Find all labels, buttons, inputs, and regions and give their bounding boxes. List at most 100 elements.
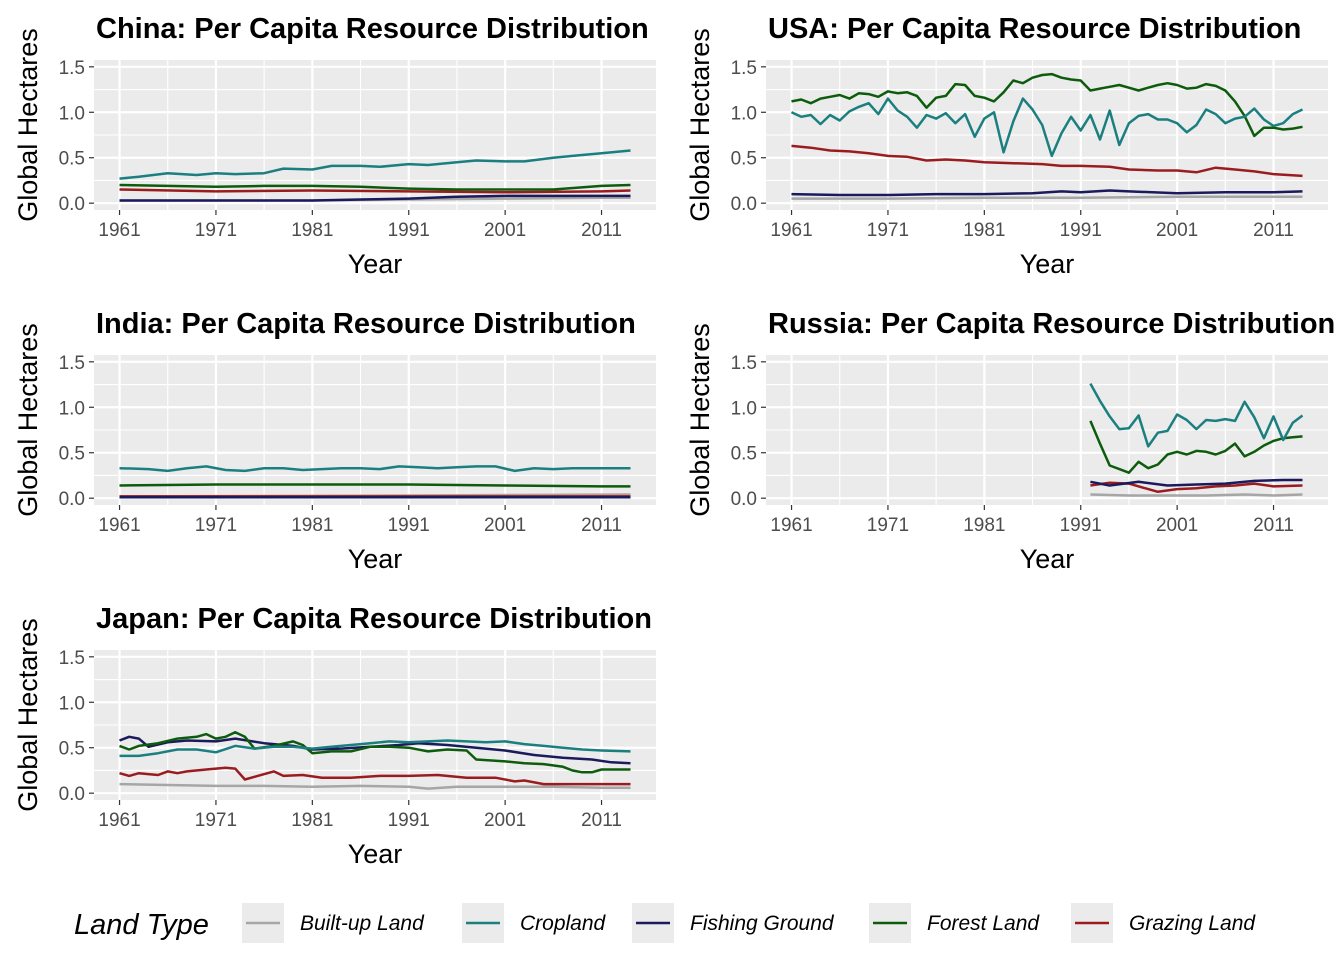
legend-label: Cropland: [520, 912, 607, 935]
panel-title: USA: Per Capita Resource Distribution: [768, 13, 1301, 45]
legend-item-cropland: Cropland: [462, 903, 607, 943]
x-tick-label: 1991: [388, 810, 430, 831]
series-line-grazing-land: [119, 188, 631, 194]
legend-item-fishing-ground: Fishing Ground: [632, 903, 835, 943]
series-line-forest-land: [1089, 420, 1303, 474]
series-line-cropland: [119, 465, 631, 473]
panel-title: Japan: Per Capita Resource Distribution: [96, 603, 652, 635]
y-tick-label: 1.0: [731, 103, 757, 124]
series-line-grazing-land: [119, 766, 631, 786]
x-tick-label: 1961: [770, 220, 812, 241]
x-tick-label: 1981: [291, 515, 333, 536]
series-line-forest-land: [119, 483, 631, 488]
legend: Land Type Built-up Land Cropland Fishing Gr…: [74, 903, 1256, 943]
y-tick-label: 0.0: [59, 489, 85, 510]
x-tick-label: 1971: [867, 515, 909, 536]
panel-japan: 1961 1971 1981 1991 2001 2011 0.0 0.5 1.0 1.5 Japa…: [13, 603, 656, 869]
x-tick-label: 1991: [388, 515, 430, 536]
x-tick-label: 1961: [98, 515, 140, 536]
series-group: [119, 149, 631, 202]
x-tick-label: 1981: [963, 515, 1005, 536]
y-tick-label: 0.0: [59, 784, 85, 805]
series-line-cropland: [790, 97, 1304, 158]
y-tick-label: 1.0: [59, 103, 85, 124]
y-tick-label: 0.5: [59, 149, 85, 170]
panel-usa: 1961 1971 1981 1991 2001 2011 0.0 0.5 1.0 1.5 USA:…: [685, 13, 1328, 279]
x-tick-label: 1981: [291, 810, 333, 831]
x-tick-label: 1971: [195, 810, 237, 831]
y-tick-label: 1.0: [731, 398, 757, 419]
legend-item-forest-land: Forest Land: [869, 903, 1040, 943]
x-tick-label: 2011: [581, 515, 622, 536]
panel-russia: 1961 1971 1981 1991 2001 2011 0.0 0.5 1.0 1.5 Russ…: [685, 308, 1335, 574]
x-tick-label: 1981: [291, 220, 333, 241]
legend-label: Built-up Land: [300, 912, 425, 935]
x-tick-label: 1991: [388, 220, 430, 241]
x-tick-label: 1961: [98, 220, 140, 241]
y-tick-label: 0.5: [59, 444, 85, 465]
x-tick-label: 1961: [98, 810, 140, 831]
x-axis-title: Year: [348, 544, 403, 574]
x-axis-title: Year: [1020, 249, 1075, 279]
series-line-fishing-ground: [119, 194, 631, 202]
y-tick-label: 1.0: [59, 398, 85, 419]
y-tick-label: 0.0: [731, 489, 757, 510]
series-line-fishing-ground: [1090, 478, 1303, 487]
x-tick-label: 1971: [195, 220, 237, 241]
x-tick-label: 2011: [581, 810, 622, 831]
y-tick-label: 0.5: [59, 739, 85, 760]
series-line-cropland: [1089, 382, 1304, 448]
x-tick-label: 1991: [1060, 220, 1102, 241]
series-line-built-up-land: [1090, 493, 1303, 497]
series-line-grazing-land: [791, 144, 1303, 178]
x-tick-label: 2001: [484, 515, 526, 536]
series-line-forest-land: [119, 183, 631, 191]
y-axis-title: Global Hectares: [13, 323, 43, 517]
x-axis-title: Year: [1020, 544, 1075, 574]
panel-title: China: Per Capita Resource Distribution: [96, 13, 649, 45]
x-tick-label: 1991: [1060, 515, 1102, 536]
series-line-fishing-ground: [119, 735, 631, 765]
y-tick-label: 1.5: [731, 353, 757, 374]
x-axis-title: Year: [348, 839, 403, 869]
panel-china: 1961 1971 1981 1991 2001 2011 0.0 0.5 1.0 1.5 Chin…: [13, 13, 656, 279]
x-tick-label: 2001: [484, 220, 526, 241]
x-tick-label: 1961: [770, 515, 812, 536]
x-tick-label: 1971: [195, 515, 237, 536]
legend-label: Forest Land: [927, 912, 1040, 935]
series-group: [1089, 382, 1304, 497]
panel-title: India: Per Capita Resource Distribution: [96, 308, 636, 340]
y-tick-label: 0.5: [731, 444, 757, 465]
y-axis-title: Global Hectares: [13, 28, 43, 222]
y-tick-label: 1.5: [59, 353, 85, 374]
x-tick-label: 2001: [1156, 220, 1198, 241]
series-line-fishing-ground: [791, 189, 1303, 197]
y-tick-label: 1.0: [59, 693, 85, 714]
y-axis-title: Global Hectares: [685, 323, 715, 517]
x-tick-label: 2001: [1156, 515, 1198, 536]
y-tick-label: 0.5: [731, 149, 757, 170]
series-line-cropland: [119, 149, 631, 180]
x-tick-label: 2001: [484, 810, 526, 831]
legend-label: Fishing Ground: [690, 912, 835, 935]
x-tick-label: 1981: [963, 220, 1005, 241]
x-tick-label: 2011: [1253, 515, 1294, 536]
x-tick-label: 1971: [867, 220, 909, 241]
y-tick-label: 1.5: [731, 58, 757, 79]
y-axis-title: Global Hectares: [685, 28, 715, 222]
series-line-forest-land: [791, 72, 1303, 138]
legend-title: Land Type: [74, 909, 209, 941]
series-line-forest-land: [119, 731, 631, 774]
series-line-built-up-land: [791, 195, 1303, 200]
legend-item-grazing-land: Grazing Land: [1071, 903, 1256, 943]
panel-title: Russia: Per Capita Resource Distribution: [768, 308, 1335, 340]
y-tick-label: 1.5: [59, 648, 85, 669]
series-line-built-up-land: [119, 782, 631, 790]
legend-item-built-up-land: Built-up Land: [242, 903, 425, 943]
legend-label: Grazing Land: [1129, 912, 1256, 935]
panel-india: 1961 1971 1981 1991 2001 2011 0.0 0.5 1.0 1.5 Indi…: [13, 308, 656, 574]
x-tick-label: 2011: [1253, 220, 1294, 241]
x-axis-title: Year: [348, 249, 403, 279]
y-axis-title: Global Hectares: [13, 618, 43, 812]
